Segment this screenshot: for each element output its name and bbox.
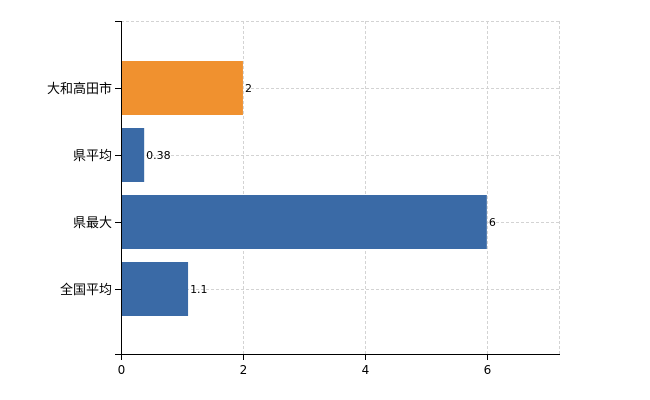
labels-layer: 0 2 4 6 大和高田市 2 県平均 0.38 県最大 6 全国平均 1.1 xyxy=(47,81,496,377)
bars-layer xyxy=(121,61,487,316)
data-label: 2 xyxy=(245,82,252,95)
x-tick-label: 6 xyxy=(484,363,492,377)
category-label: 大和高田市 xyxy=(47,81,112,97)
bar xyxy=(121,195,487,249)
bar xyxy=(121,128,145,182)
x-tick-label: 0 xyxy=(118,363,126,377)
x-tick-label: 4 xyxy=(362,363,370,377)
bar xyxy=(121,262,189,316)
data-label: 1.1 xyxy=(190,283,208,296)
category-label: 全国平均 xyxy=(60,282,112,298)
category-label: 県平均 xyxy=(73,149,112,164)
data-label: 0.38 xyxy=(146,149,171,162)
category-label: 県最大 xyxy=(73,216,112,231)
data-label: 6 xyxy=(489,216,496,229)
bar xyxy=(121,61,243,115)
axes-layer xyxy=(115,21,560,360)
x-tick-label: 2 xyxy=(240,363,248,377)
